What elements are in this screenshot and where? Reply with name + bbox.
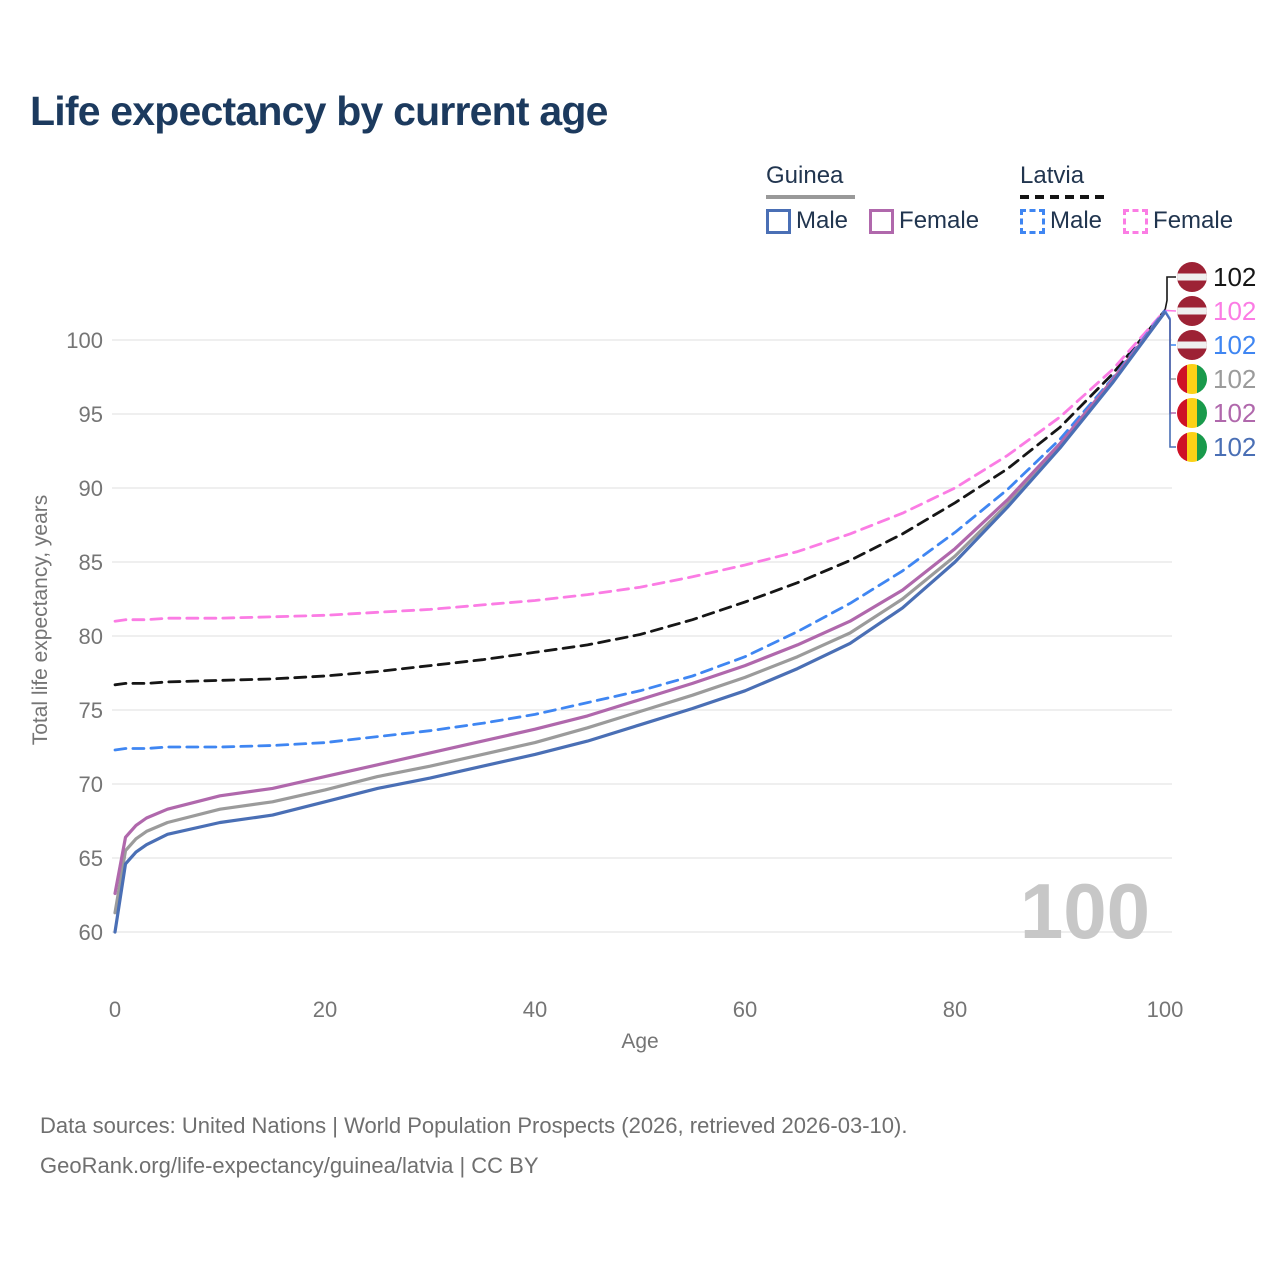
leader-line-latvia-total	[1164, 276, 1176, 311]
guinea-line-style-swatch	[766, 195, 855, 199]
latvia-flag-icon	[1177, 262, 1207, 292]
series-line-guinea-male	[113, 310, 1167, 934]
y-tick-label: 65	[79, 846, 103, 871]
latvia-flag-icon	[1177, 296, 1207, 326]
y-tick-label: 100	[66, 328, 103, 353]
checkbox-icon[interactable]	[869, 208, 895, 234]
x-tick-label: 0	[109, 997, 121, 1022]
chart-title: Life expectancy by current age	[30, 88, 608, 134]
legend-item-guinea-male[interactable]: Male	[766, 207, 848, 235]
series-line-latvia-female	[113, 309, 1167, 623]
y-tick-label: 75	[79, 698, 103, 723]
y-tick-label: 95	[79, 402, 103, 427]
legend-group-latvia: Latvia Male Female	[1020, 162, 1233, 235]
y-axis-title: Total life expectancy, years	[29, 495, 52, 746]
legend-item-guinea-female[interactable]: Female	[869, 207, 979, 235]
legend-item-latvia-female[interactable]: Female	[1123, 207, 1233, 235]
legend-item-label: Male	[1050, 207, 1103, 234]
leader-line-guinea-male	[1164, 311, 1176, 448]
legend-item-latvia-male[interactable]: Male	[1020, 207, 1102, 235]
legend-item-label: Female	[899, 207, 980, 234]
guinea-flag-icon	[1177, 432, 1207, 462]
series-line-latvia-male	[113, 309, 1167, 752]
end-value-label-latvia-male: 102	[1213, 330, 1256, 360]
x-tick-label: 60	[733, 997, 757, 1022]
x-tick-label: 80	[943, 997, 967, 1022]
data-sources-text: Data sources: United Nations | World Pop…	[40, 1113, 908, 1138]
end-value-label-guinea-female: 102	[1213, 398, 1256, 428]
series-line-guinea-total	[113, 310, 1167, 915]
legend-guinea-name: Guinea	[766, 162, 844, 189]
footer: Data sources: United Nations | World Pop…	[40, 1106, 907, 1186]
x-tick-label: 20	[313, 997, 337, 1022]
y-tick-label: 60	[79, 920, 103, 945]
checkbox-icon[interactable]	[1020, 208, 1045, 234]
current-age-watermark: 100	[1020, 867, 1150, 955]
latvia-line-style-swatch	[1020, 195, 1109, 199]
legend-item-label: Female	[1153, 207, 1234, 234]
x-axis-title: Age	[621, 1030, 658, 1053]
x-tick-label: 100	[1147, 997, 1184, 1022]
checkbox-icon[interactable]	[766, 208, 791, 234]
y-tick-label: 85	[79, 550, 103, 575]
guinea-flag-icon	[1177, 398, 1207, 428]
guinea-flag-icon	[1177, 364, 1207, 394]
legend: Guinea Male Female Latvia Male	[0, 162, 1280, 242]
leader-line-latvia-female	[1164, 309, 1177, 312]
legend-group-guinea: Guinea Male Female	[766, 162, 979, 235]
attribution-text: GeoRank.org/life-expectancy/guinea/latvi…	[40, 1153, 539, 1178]
checkbox-icon[interactable]	[1123, 208, 1149, 234]
end-value-label-latvia-total: 102	[1213, 262, 1256, 292]
end-value-label-guinea-male: 102	[1213, 432, 1256, 462]
x-tick-label: 40	[523, 997, 547, 1022]
series-line-latvia-total	[113, 309, 1167, 687]
y-tick-label: 70	[79, 772, 103, 797]
legend-latvia-name: Latvia	[1020, 162, 1085, 189]
end-value-label-guinea-total: 102	[1213, 364, 1256, 394]
y-tick-label: 90	[79, 476, 103, 501]
y-tick-label: 80	[79, 624, 103, 649]
series-line-guinea-female	[113, 310, 1167, 896]
latvia-flag-icon	[1177, 330, 1207, 360]
end-value-label-latvia-female: 102	[1213, 296, 1256, 326]
legend-item-label: Male	[796, 207, 849, 234]
